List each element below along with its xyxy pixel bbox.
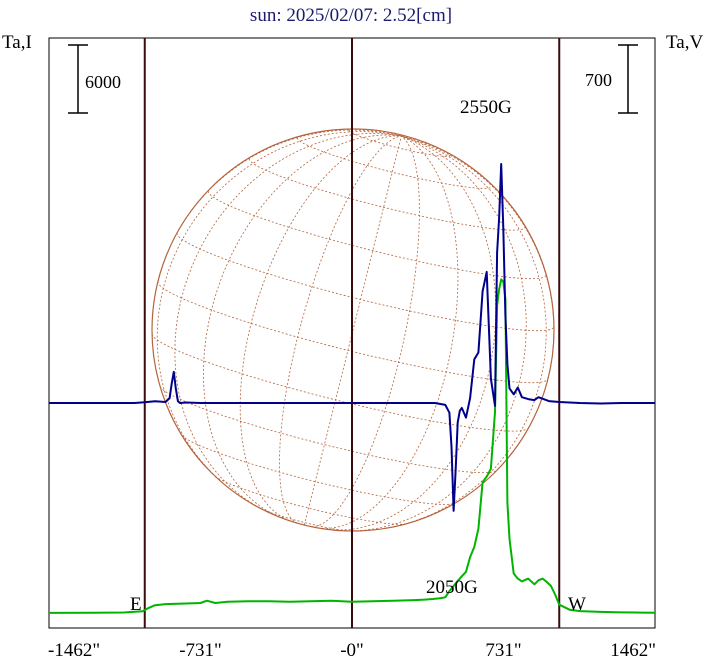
meridian-line xyxy=(239,135,402,522)
scale-bar-left xyxy=(68,44,88,114)
left-axis-label: Ta,I xyxy=(2,32,32,53)
meridian-line xyxy=(318,135,459,529)
x-axis-ticks: -1462" -731" -0" 731" 1462" xyxy=(48,640,656,661)
meridian-line xyxy=(174,132,402,514)
series-I-line xyxy=(48,278,656,614)
series-V-line xyxy=(49,163,655,512)
parallel-line xyxy=(159,386,498,473)
scale-bar-left-label: 6000 xyxy=(85,72,121,92)
solar-disk xyxy=(151,128,555,532)
meridian-line xyxy=(203,134,402,518)
parallel-line xyxy=(176,232,555,332)
limb-label-west: W xyxy=(568,594,586,615)
parallel-line xyxy=(207,190,547,280)
meridian-line xyxy=(384,135,547,529)
annotation-2050g: 2050G xyxy=(426,577,478,598)
meridian-line xyxy=(340,135,527,532)
scale-bar-right-label: 700 xyxy=(585,70,612,90)
scale-bar-right xyxy=(618,44,638,114)
parallel-line xyxy=(181,434,456,505)
meridian-line xyxy=(311,135,420,527)
limb-label-east: E xyxy=(130,594,142,615)
parallel-line xyxy=(151,333,529,432)
x-tick-label: 1462" xyxy=(610,640,656,661)
chart-title: sun: 2025/02/07: 2.52[cm] xyxy=(250,5,452,26)
annotation-2550g: 2550G xyxy=(460,97,512,118)
parallel-line xyxy=(157,281,549,384)
series-layer xyxy=(48,163,656,614)
parallel-line xyxy=(348,130,451,157)
right-axis-label: Ta,V xyxy=(666,32,703,53)
parallel-line xyxy=(296,137,493,189)
x-tick-label: 731" xyxy=(485,640,521,661)
parallel-line xyxy=(248,158,526,231)
meridian-line xyxy=(279,135,402,524)
vertical-markers xyxy=(143,38,561,628)
meridian-line xyxy=(156,131,402,491)
x-tick-label: -731" xyxy=(179,640,222,661)
meridian-line xyxy=(304,135,402,526)
x-tick-label: -0" xyxy=(340,640,364,661)
meridian-line xyxy=(328,135,497,531)
x-tick-label: -1462" xyxy=(48,640,100,661)
